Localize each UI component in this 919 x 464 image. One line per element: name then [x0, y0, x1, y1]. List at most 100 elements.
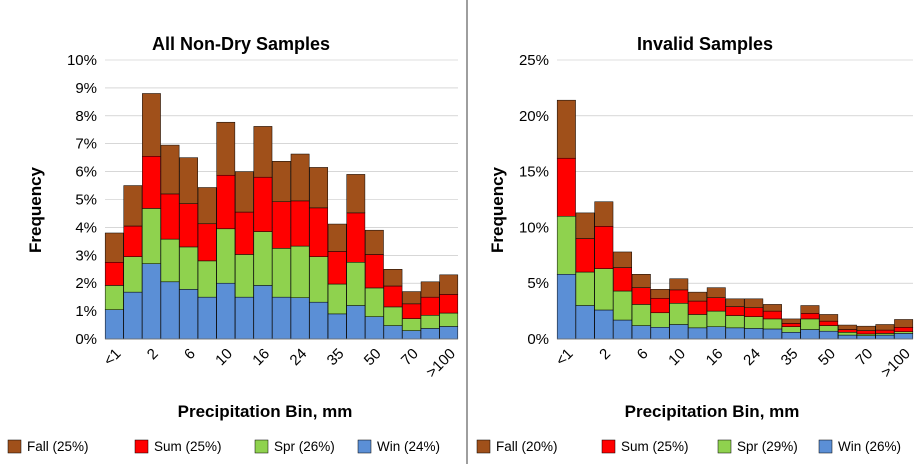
bar-segment-spr: [253, 231, 273, 286]
bar-segment-sum: [272, 201, 291, 249]
bar-segment-fall: [197, 187, 217, 225]
bar-segment-fall: [104, 232, 124, 263]
bar-segment-fall: [272, 161, 291, 202]
bar-segment-spr: [800, 318, 820, 330]
y-tick-label: 20%: [519, 108, 549, 125]
bar-segment-sum: [631, 287, 651, 305]
bar-segment-win: [819, 330, 839, 340]
bar-segment-spr: [383, 306, 403, 326]
bar-segment-win: [613, 319, 633, 340]
y-tick-label: 15%: [519, 164, 549, 181]
bar-segment-sum: [688, 300, 707, 315]
bar-segment-spr: [123, 256, 143, 293]
bar-segment-spr: [365, 287, 384, 317]
bar-segment-fall: [216, 121, 236, 176]
bar-segment-spr: [725, 315, 745, 329]
bar-segment-win: [744, 328, 764, 340]
bar-segment-sum: [613, 267, 633, 292]
bar-segment-fall: [800, 305, 820, 314]
bar-segment-win: [179, 289, 198, 340]
bar-segment-win: [402, 330, 421, 340]
y-tick-label: 3%: [75, 247, 97, 264]
y-tick-label: 2%: [75, 275, 97, 292]
bar-segment-win: [216, 282, 236, 340]
bar-segment-win: [104, 309, 124, 340]
legend-label-fall: Fall (25%): [27, 439, 89, 454]
legend-label-fall: Fall (20%): [496, 439, 558, 454]
bar-segment-spr: [819, 325, 839, 332]
bar-segment-spr: [744, 316, 764, 329]
bar-segment-sum: [365, 254, 384, 289]
bar-segment-spr: [234, 254, 254, 298]
chart-title: All Non-Dry Samples: [152, 34, 330, 54]
bar-segment-spr: [420, 315, 440, 329]
bar-segment-spr: [402, 318, 421, 331]
y-tick-label: 5%: [75, 192, 97, 209]
y-tick-label: 0%: [527, 331, 549, 348]
bar-segment-fall: [556, 99, 576, 159]
bar-segment-win: [575, 305, 595, 340]
y-tick-label: 9%: [75, 80, 97, 97]
legend: Fall (20%) Sum (25%) Spr (29%) Win (26%): [476, 439, 901, 454]
bar-segment-fall: [160, 144, 180, 195]
bar-segment-win: [763, 328, 782, 340]
x-axis-title: Precipitation Bin, mm: [178, 402, 353, 421]
legend-swatch-fall: [476, 439, 491, 454]
bar-segment-sum: [706, 297, 726, 312]
bar-segment-fall: [346, 174, 366, 214]
bar-segment-spr: [669, 303, 689, 325]
bar-segment-spr: [104, 285, 124, 310]
bar-segment-win: [160, 281, 180, 340]
bar-segment-win: [725, 327, 745, 340]
bar-segment-fall: [631, 274, 651, 288]
bar-segment-fall: [613, 251, 633, 268]
bar-segment-sum: [875, 329, 895, 334]
bar-segment-sum: [420, 296, 440, 316]
bar-segment-win: [594, 309, 614, 340]
bar-segment-fall: [402, 291, 421, 305]
bar-segment-sum: [290, 200, 310, 247]
bar-segment-spr: [197, 260, 217, 298]
bar-segment-fall: [594, 201, 614, 227]
bar-segment-win: [556, 274, 576, 340]
bar-segment-sum: [216, 174, 236, 230]
legend-swatch-spr: [254, 439, 269, 454]
bar-segment-sum: [725, 306, 745, 316]
stacked-bars: [556, 99, 914, 340]
panel-invalid: Invalid Samples Frequency Precipitation …: [476, 34, 914, 454]
bar-segment-win: [875, 334, 895, 340]
bar-segment-sum: [160, 193, 180, 240]
bar-segment-win: [420, 328, 440, 340]
bar-segment-win: [894, 333, 914, 340]
bar-segment-sum: [894, 327, 914, 332]
bar-segment-sum: [346, 212, 366, 263]
bar-segment-spr: [875, 333, 895, 336]
y-tick-label: 4%: [75, 219, 97, 236]
y-axis-title: Frequency: [488, 166, 507, 253]
bar-segment-fall: [420, 281, 440, 298]
bar-segment-sum: [556, 157, 576, 217]
bar-segment-fall: [179, 157, 198, 204]
bar-segment-win: [781, 332, 801, 340]
bar-segment-win: [837, 334, 857, 340]
y-tick-label: 10%: [519, 219, 549, 236]
legend-swatch-win: [357, 439, 372, 454]
bar-segment-spr: [763, 318, 782, 330]
bar-segment-spr: [309, 256, 329, 303]
bar-segment-win: [234, 296, 254, 340]
bar-segment-fall: [309, 167, 329, 209]
bar-segment-win: [253, 285, 273, 340]
bar-segment-fall: [439, 274, 459, 295]
bar-segment-fall: [744, 298, 764, 309]
bar-segment-win: [688, 327, 707, 340]
bar-segment-win: [800, 329, 820, 340]
bar-segment-win: [365, 316, 384, 340]
y-tick-labels: 0% 1% 2% 3% 4% 5% 6% 7% 8% 9% 10%: [67, 52, 97, 348]
bar-segment-fall: [856, 325, 876, 331]
bar-segment-spr: [290, 245, 310, 298]
bar-segment-spr: [781, 326, 801, 333]
y-tick-label: 10%: [67, 52, 97, 69]
bar-segment-fall: [837, 324, 857, 330]
y-tick-label: 8%: [75, 108, 97, 125]
